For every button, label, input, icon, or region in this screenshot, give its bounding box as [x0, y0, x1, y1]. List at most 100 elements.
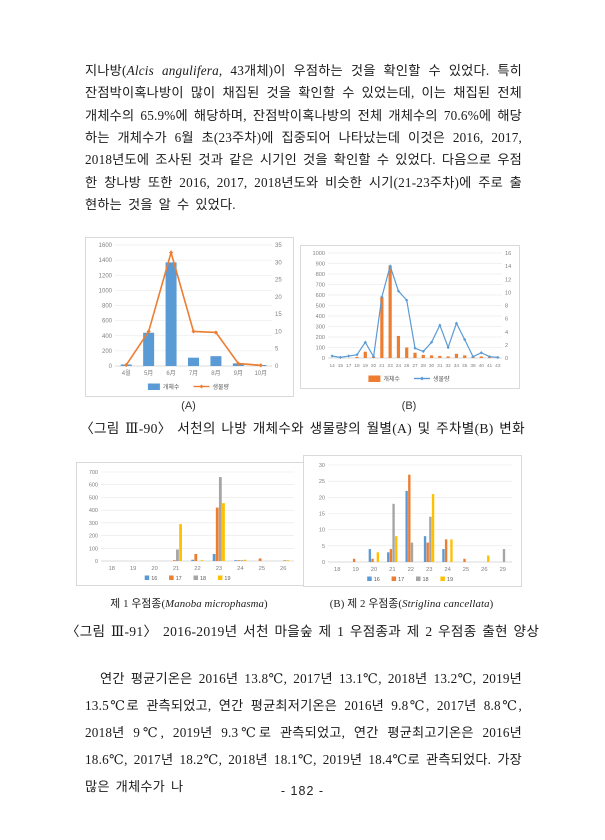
- svg-text:0: 0: [95, 559, 98, 565]
- svg-text:개체수: 개체수: [383, 375, 400, 383]
- svg-text:30: 30: [429, 363, 435, 369]
- svg-text:15: 15: [275, 312, 282, 318]
- svg-text:22: 22: [194, 566, 200, 572]
- paragraph-bottom: 연간 평균기온은 2016년 13.8℃, 2017년 13.1℃, 2018년…: [85, 671, 522, 795]
- svg-text:43: 43: [495, 363, 501, 369]
- svg-text:1600: 1600: [99, 243, 113, 249]
- svg-text:300: 300: [316, 325, 325, 331]
- svg-text:700: 700: [89, 470, 98, 476]
- svg-text:18: 18: [354, 363, 360, 369]
- svg-text:800: 800: [316, 272, 325, 278]
- svg-text:26: 26: [280, 566, 286, 572]
- species-name-striglina: Striglina cancellata: [402, 598, 490, 610]
- svg-text:800: 800: [102, 304, 113, 310]
- svg-text:6: 6: [505, 317, 508, 323]
- svg-text:14: 14: [505, 264, 511, 270]
- svg-text:900: 900: [316, 262, 325, 268]
- svg-text:300: 300: [89, 521, 98, 527]
- subcaption-a-suffix: ): [264, 598, 268, 610]
- svg-text:16: 16: [505, 251, 511, 257]
- svg-text:24: 24: [444, 567, 451, 573]
- svg-text:20: 20: [319, 495, 325, 501]
- svg-text:9月: 9月: [234, 370, 243, 377]
- svg-text:생물량: 생물량: [213, 383, 230, 391]
- svg-text:15: 15: [338, 363, 344, 369]
- svg-text:10: 10: [505, 290, 511, 296]
- subcaption-dominant-1: 제 1 우점종(Manoba microphasma): [76, 595, 302, 611]
- svg-text:0: 0: [322, 356, 325, 362]
- svg-text:18: 18: [334, 567, 340, 573]
- svg-text:15: 15: [319, 512, 325, 518]
- subcaption-b-suffix: ): [489, 598, 494, 610]
- svg-text:10: 10: [275, 329, 282, 335]
- svg-text:2: 2: [505, 343, 508, 349]
- svg-text:개체수: 개체수: [163, 383, 180, 391]
- svg-text:32: 32: [445, 363, 451, 369]
- svg-text:100: 100: [89, 546, 98, 552]
- figure-90-caption: 〈그림 Ⅲ-90〉 서천의 나방 개체수와 생물량의 월별(A) 및 주차별(B…: [80, 421, 525, 436]
- svg-text:19: 19: [352, 567, 358, 573]
- svg-text:26: 26: [404, 363, 410, 369]
- svg-text:40: 40: [479, 363, 485, 369]
- svg-text:600: 600: [102, 319, 113, 325]
- panel-label-b: (B): [401, 400, 417, 412]
- subcaption-dominant-2: (B) 제 2 우점종(Striglina cancellata): [303, 595, 520, 611]
- svg-text:16: 16: [374, 577, 380, 583]
- svg-text:19: 19: [224, 576, 230, 582]
- svg-text:18: 18: [200, 576, 206, 582]
- svg-text:25: 25: [463, 567, 469, 573]
- svg-text:35: 35: [462, 363, 468, 369]
- chart-weekly-count-biomass: 0 100 200 300 400 500 600 700 800 900 1000 0 2 4 6 8 10 1…: [300, 245, 520, 389]
- svg-text:41: 41: [487, 363, 493, 369]
- svg-text:25: 25: [275, 278, 282, 284]
- svg-text:24: 24: [396, 363, 402, 369]
- svg-text:600: 600: [316, 293, 325, 299]
- svg-text:19: 19: [130, 566, 136, 572]
- chart-dominant-species-2: 0 5 10 15 20 25 30 18 19 20 21 22 23 24 25 26 29 16 17 18 19: [303, 455, 522, 587]
- svg-text:5: 5: [322, 544, 325, 550]
- svg-text:0: 0: [275, 364, 279, 370]
- svg-text:38: 38: [470, 363, 476, 369]
- paragraph-top-seg1: 지나방(: [85, 63, 127, 79]
- svg-text:17: 17: [398, 577, 404, 583]
- svg-text:22: 22: [408, 567, 414, 573]
- svg-text:27: 27: [412, 363, 418, 369]
- svg-text:1200: 1200: [99, 273, 113, 279]
- species-name-manoba: Manoba microphasma: [165, 598, 265, 610]
- svg-text:23: 23: [216, 566, 222, 572]
- svg-text:17: 17: [176, 576, 182, 582]
- svg-text:0: 0: [109, 364, 113, 370]
- svg-text:8: 8: [505, 304, 508, 310]
- svg-text:6月: 6月: [166, 370, 175, 377]
- svg-text:0: 0: [505, 356, 508, 362]
- svg-text:1400: 1400: [99, 258, 113, 264]
- svg-text:500: 500: [316, 304, 325, 310]
- svg-text:30: 30: [275, 260, 282, 266]
- svg-text:10月: 10月: [254, 370, 267, 377]
- svg-text:0: 0: [322, 560, 325, 566]
- svg-text:600: 600: [89, 483, 98, 489]
- svg-text:4월: 4월: [122, 369, 131, 377]
- svg-text:23: 23: [426, 567, 432, 573]
- svg-text:18: 18: [423, 577, 429, 583]
- svg-text:1000: 1000: [99, 288, 113, 294]
- svg-text:5: 5: [275, 347, 279, 353]
- svg-text:20: 20: [371, 363, 377, 369]
- svg-text:400: 400: [316, 314, 325, 320]
- svg-text:19: 19: [363, 363, 369, 369]
- chart-dominant-species-1: 0 100 200 300 400 500 600 700 18 19 20 21 22 23 24 25 26…: [76, 462, 304, 586]
- svg-text:7月: 7月: [189, 370, 198, 377]
- svg-text:25: 25: [319, 479, 325, 485]
- svg-text:100: 100: [316, 346, 325, 352]
- svg-text:400: 400: [102, 334, 113, 340]
- figure-91-caption: 〈그림 Ⅲ-91〉 2016-2019년 서천 마을숲 제 1 우점종과 제 2…: [65, 624, 540, 639]
- svg-text:14: 14: [329, 363, 335, 369]
- svg-text:28: 28: [421, 363, 427, 369]
- chart-monthly-count-biomass: 0 200 400 600 800 1000 1200 1400 1600 0 5 10 15 20 25 3…: [85, 237, 294, 397]
- svg-text:400: 400: [89, 508, 98, 514]
- svg-text:17: 17: [346, 363, 352, 369]
- svg-text:20: 20: [275, 295, 282, 301]
- svg-text:12: 12: [505, 277, 511, 283]
- svg-text:21: 21: [389, 567, 395, 573]
